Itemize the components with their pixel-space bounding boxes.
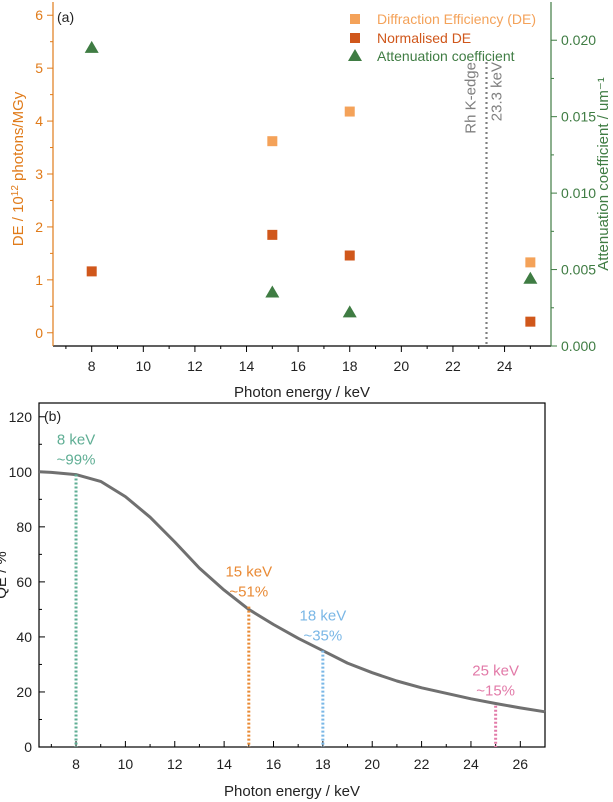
- rh-k-edge-label: 23.3 keV: [488, 62, 505, 121]
- y-axis-label: QE / %: [0, 551, 10, 599]
- x-tick-label: 12: [167, 756, 183, 772]
- legend-label: Normalised DE: [377, 30, 471, 46]
- data-point-de: [344, 106, 355, 117]
- data-point-normalised-de: [86, 266, 97, 277]
- y-axis-right-label: Attenuation coefficient / um⁻¹: [595, 77, 612, 271]
- x-tick-label: 12: [187, 358, 203, 374]
- x-tick-label: 8: [88, 358, 96, 374]
- qe-marker-label: ~51%: [229, 584, 268, 601]
- y-left-tick-label: 1: [35, 272, 43, 288]
- y-right-tick-label: 0.000: [561, 338, 596, 354]
- x-tick-label: 18: [315, 756, 331, 772]
- qe-marker-label: ~35%: [303, 628, 342, 645]
- panel-label: (b): [44, 408, 61, 424]
- plot-frame: [38, 402, 546, 748]
- legend-marker: [350, 14, 360, 24]
- y-left-tick-label: 6: [35, 7, 43, 23]
- y-left-tick-label: 4: [35, 113, 43, 129]
- chart-panel-b: 8 10 12 14 16 18 20 22 24 26 Photon energy / keV 0 2…: [0, 402, 546, 800]
- x-tick-label: 18: [342, 358, 358, 374]
- x-tick-label: 26: [513, 756, 529, 772]
- data-point-normalised-de: [344, 250, 355, 261]
- data-point-attenuation: [523, 271, 538, 284]
- y-tick-label: 40: [16, 629, 32, 645]
- y-right-tick-label: 0.020: [561, 32, 596, 48]
- x-tick-label: 16: [266, 756, 282, 772]
- x-tick-label: 24: [497, 358, 513, 374]
- y-left-tick-label: 2: [35, 219, 43, 235]
- y-axis-left-label-superscript: 12: [10, 185, 21, 197]
- y-right-tick-label: 0.010: [561, 185, 596, 201]
- y-right-tick-label: 0.015: [561, 109, 596, 125]
- data-point-attenuation: [342, 305, 357, 318]
- qe-curve: [38, 470, 546, 714]
- panel-label: (a): [57, 9, 74, 25]
- x-axis-label: Photon energy / keV: [234, 384, 370, 401]
- qe-marker-label: ~99%: [57, 452, 96, 469]
- x-tick-label: 20: [364, 756, 380, 772]
- y-axis-left-label: DE / 1012 photons/MGy: [10, 91, 28, 246]
- data-point-de: [525, 257, 536, 268]
- y-tick-label: 60: [16, 574, 32, 590]
- y-tick-label: 100: [9, 464, 33, 480]
- data-point-normalised-de: [525, 316, 536, 327]
- y-right-tick-label: 0.005: [561, 262, 596, 278]
- qe-marker-label: 18 keV: [300, 608, 347, 625]
- x-tick-label: 8: [72, 756, 80, 772]
- data-point-attenuation: [84, 40, 99, 53]
- legend-marker: [350, 33, 360, 43]
- legend-marker: [348, 49, 362, 61]
- y-tick-label: 80: [16, 519, 32, 535]
- y-tick-label: 120: [9, 409, 33, 425]
- y-left-tick-label: 3: [35, 166, 43, 182]
- y-left-tick-label: 5: [35, 60, 43, 76]
- data-point-normalised-de: [267, 229, 278, 240]
- x-tick-label: 22: [445, 358, 461, 374]
- x-tick-label: 16: [290, 358, 306, 374]
- y-tick-label: 0: [24, 739, 32, 755]
- qe-marker-label: 15 keV: [225, 564, 272, 581]
- data-point-attenuation: [265, 285, 280, 298]
- x-tick-label: 14: [216, 756, 232, 772]
- legend-label: Diffraction Efficiency (DE): [377, 11, 536, 27]
- y-left-tick-label: 0: [35, 325, 43, 341]
- qe-marker-label: 8 keV: [57, 432, 95, 449]
- x-axis-label: Photon energy / keV: [224, 783, 360, 800]
- x-tick-label: 14: [239, 358, 255, 374]
- x-tick-label: 10: [118, 756, 134, 772]
- y-tick-label: 20: [16, 684, 32, 700]
- x-tick-label: 10: [136, 358, 152, 374]
- data-point-de: [267, 136, 278, 147]
- rh-k-edge-label: Rh K-edge: [462, 62, 479, 134]
- qe-marker-label: 25 keV: [472, 663, 519, 680]
- legend-label: Attenuation coefficient: [377, 48, 515, 64]
- y-axis-left-label-part: photons/MGy: [10, 91, 27, 185]
- x-tick-label: 20: [394, 358, 410, 374]
- y-axis-left-label-part: DE / 10: [10, 196, 27, 246]
- qe-marker-label: ~15%: [476, 683, 515, 700]
- x-tick-label: 24: [463, 756, 479, 772]
- x-tick-label: 22: [414, 756, 430, 772]
